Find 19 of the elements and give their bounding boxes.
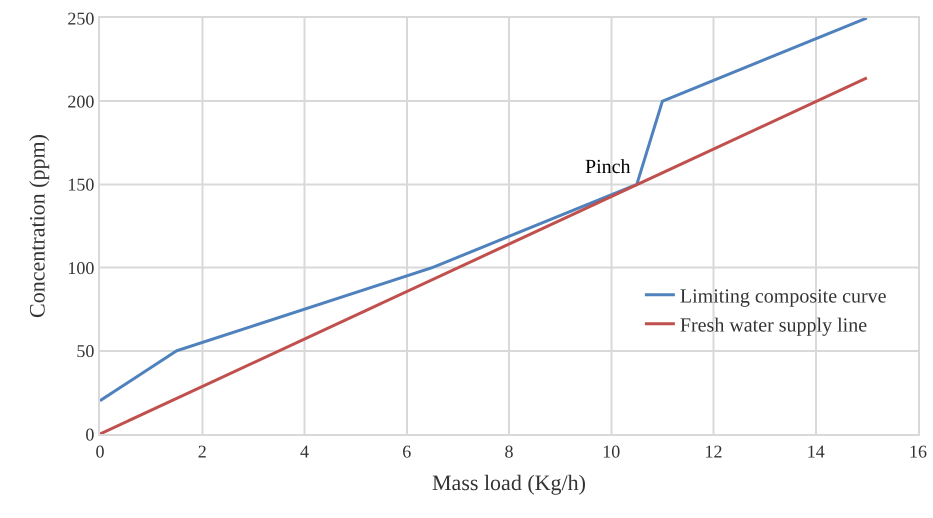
x-tick-label: 8 bbox=[504, 442, 514, 462]
x-axis-title: Mass load (Kg/h) bbox=[432, 470, 586, 495]
x-tick-label: 2 bbox=[198, 442, 207, 462]
y-axis-title: Concentration (ppm) bbox=[24, 134, 50, 318]
annotation: Pinch bbox=[585, 156, 631, 178]
y-tick-label: 100 bbox=[67, 258, 94, 278]
y-tick-label: 0 bbox=[85, 424, 94, 444]
legend-label: Fresh water supply line bbox=[680, 314, 868, 336]
y-tick-label: 150 bbox=[67, 174, 94, 195]
x-tick-label: 14 bbox=[806, 442, 825, 462]
y-tick-label: 250 bbox=[67, 8, 94, 28]
x-tick-label: 6 bbox=[402, 442, 412, 462]
legend-label: Limiting composite curve bbox=[680, 286, 887, 308]
x-tick-label: 10 bbox=[602, 442, 620, 462]
x-tick-label: 16 bbox=[909, 442, 927, 462]
y-tick-label: 200 bbox=[67, 92, 94, 112]
y-tick-label: 50 bbox=[76, 341, 94, 362]
x-tick-label: 12 bbox=[704, 442, 722, 462]
x-tick-label: 4 bbox=[300, 442, 309, 462]
